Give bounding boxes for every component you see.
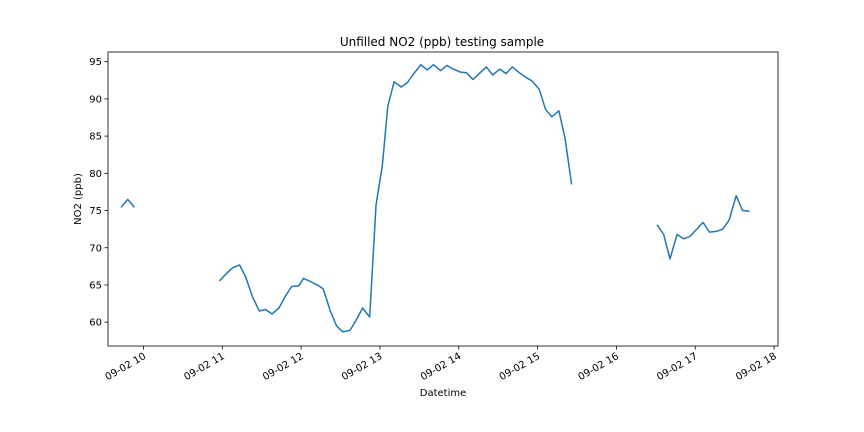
x-tick-label-6: 09-02 16	[576, 351, 620, 383]
y-tick-label-4: 80	[89, 169, 102, 180]
x-tick-label-8: 09-02 18	[734, 351, 778, 383]
y-tick-label-1: 65	[89, 281, 102, 292]
series-0-segment-2	[656, 194, 750, 260]
series-0-segment-0	[120, 198, 136, 208]
x-axis-title: Datetime	[420, 388, 467, 399]
chart-title: Unfilled NO2 (ppb) testing sample	[340, 35, 544, 49]
x-tick-label-1: 09-02 11	[182, 351, 226, 383]
plot-frame	[107, 51, 779, 347]
y-tick-label-3: 75	[89, 206, 102, 217]
y-tick-label-0: 60	[89, 318, 102, 329]
y-tick-label-5: 85	[89, 132, 102, 143]
y-tick-label-6: 90	[89, 94, 102, 105]
x-tick-label-5: 09-02 15	[498, 351, 542, 383]
plot-area	[107, 51, 779, 347]
y-axis-title: NO2 (ppb)	[73, 173, 84, 225]
x-tick-label-4: 09-02 14	[419, 351, 463, 383]
x-tick-label-0: 09-02 10	[104, 351, 148, 383]
x-tick-label-7: 09-02 17	[655, 351, 699, 383]
x-tick-label-2: 09-02 12	[261, 351, 305, 383]
series-0-segment-1	[218, 63, 573, 333]
y-axis: 60 65 70 75 80 85 90 95	[89, 57, 108, 329]
y-tick-label-7: 95	[89, 57, 102, 68]
y-tick-label-2: 70	[89, 243, 102, 254]
x-tick-label-3: 09-02 13	[340, 351, 384, 383]
x-axis: 09-02 10 09-02 11 09-02 12 09-02 13 09-02 14…	[104, 346, 779, 383]
